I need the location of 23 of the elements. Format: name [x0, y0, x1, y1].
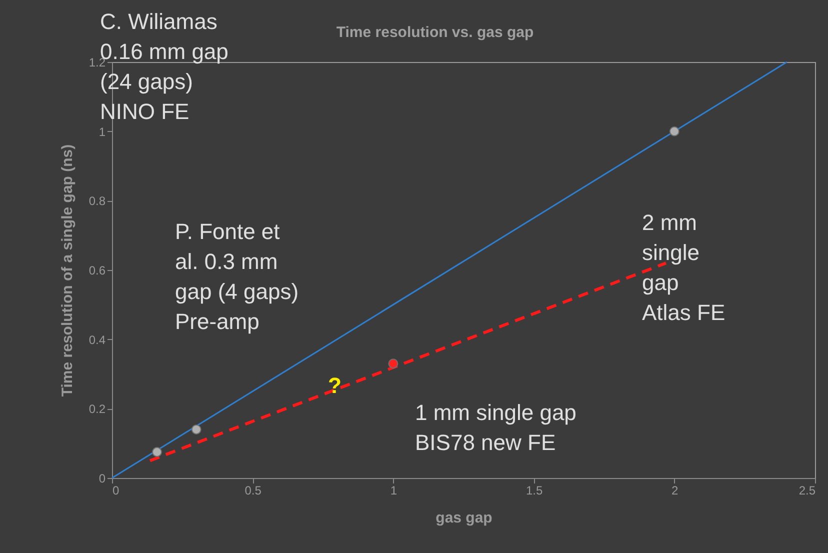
- y-axis-title: Time resolution of a single gap (ns): [58, 144, 76, 397]
- y-tick-label: 0.2: [88, 402, 106, 416]
- x-tick-label: 0: [112, 484, 120, 498]
- point: [669, 126, 680, 136]
- point: [191, 424, 202, 434]
- annotation: 2 mm single gap Atlas FE: [642, 210, 726, 325]
- x-tick-label: 1.5: [526, 484, 543, 498]
- y-tick-label: 0: [98, 472, 106, 486]
- point: [152, 447, 162, 457]
- x-tick-label: 0.5: [244, 484, 262, 498]
- annotation: 1 mm single gap BIS78 new FE: [415, 400, 576, 455]
- annotation: P. Fonte et al. 0.3 mm gap (4 gaps) Pre-amp: [175, 219, 299, 334]
- y-tick-label: 0.6: [88, 264, 106, 278]
- point: [388, 358, 398, 369]
- x-tick-label: 2: [672, 484, 679, 498]
- y-tick-label: 0.8: [88, 194, 106, 208]
- y-tick-label: 1: [98, 124, 106, 139]
- y-tick-label: 0.4: [88, 332, 106, 347]
- chart-title: Time resolution vs. gas gap: [336, 24, 534, 41]
- x-tick-label: 1: [390, 484, 398, 498]
- annotation: ?: [328, 373, 342, 398]
- x-tick-label: 2.5: [798, 484, 816, 498]
- x-axis-title: gas gap: [436, 510, 492, 526]
